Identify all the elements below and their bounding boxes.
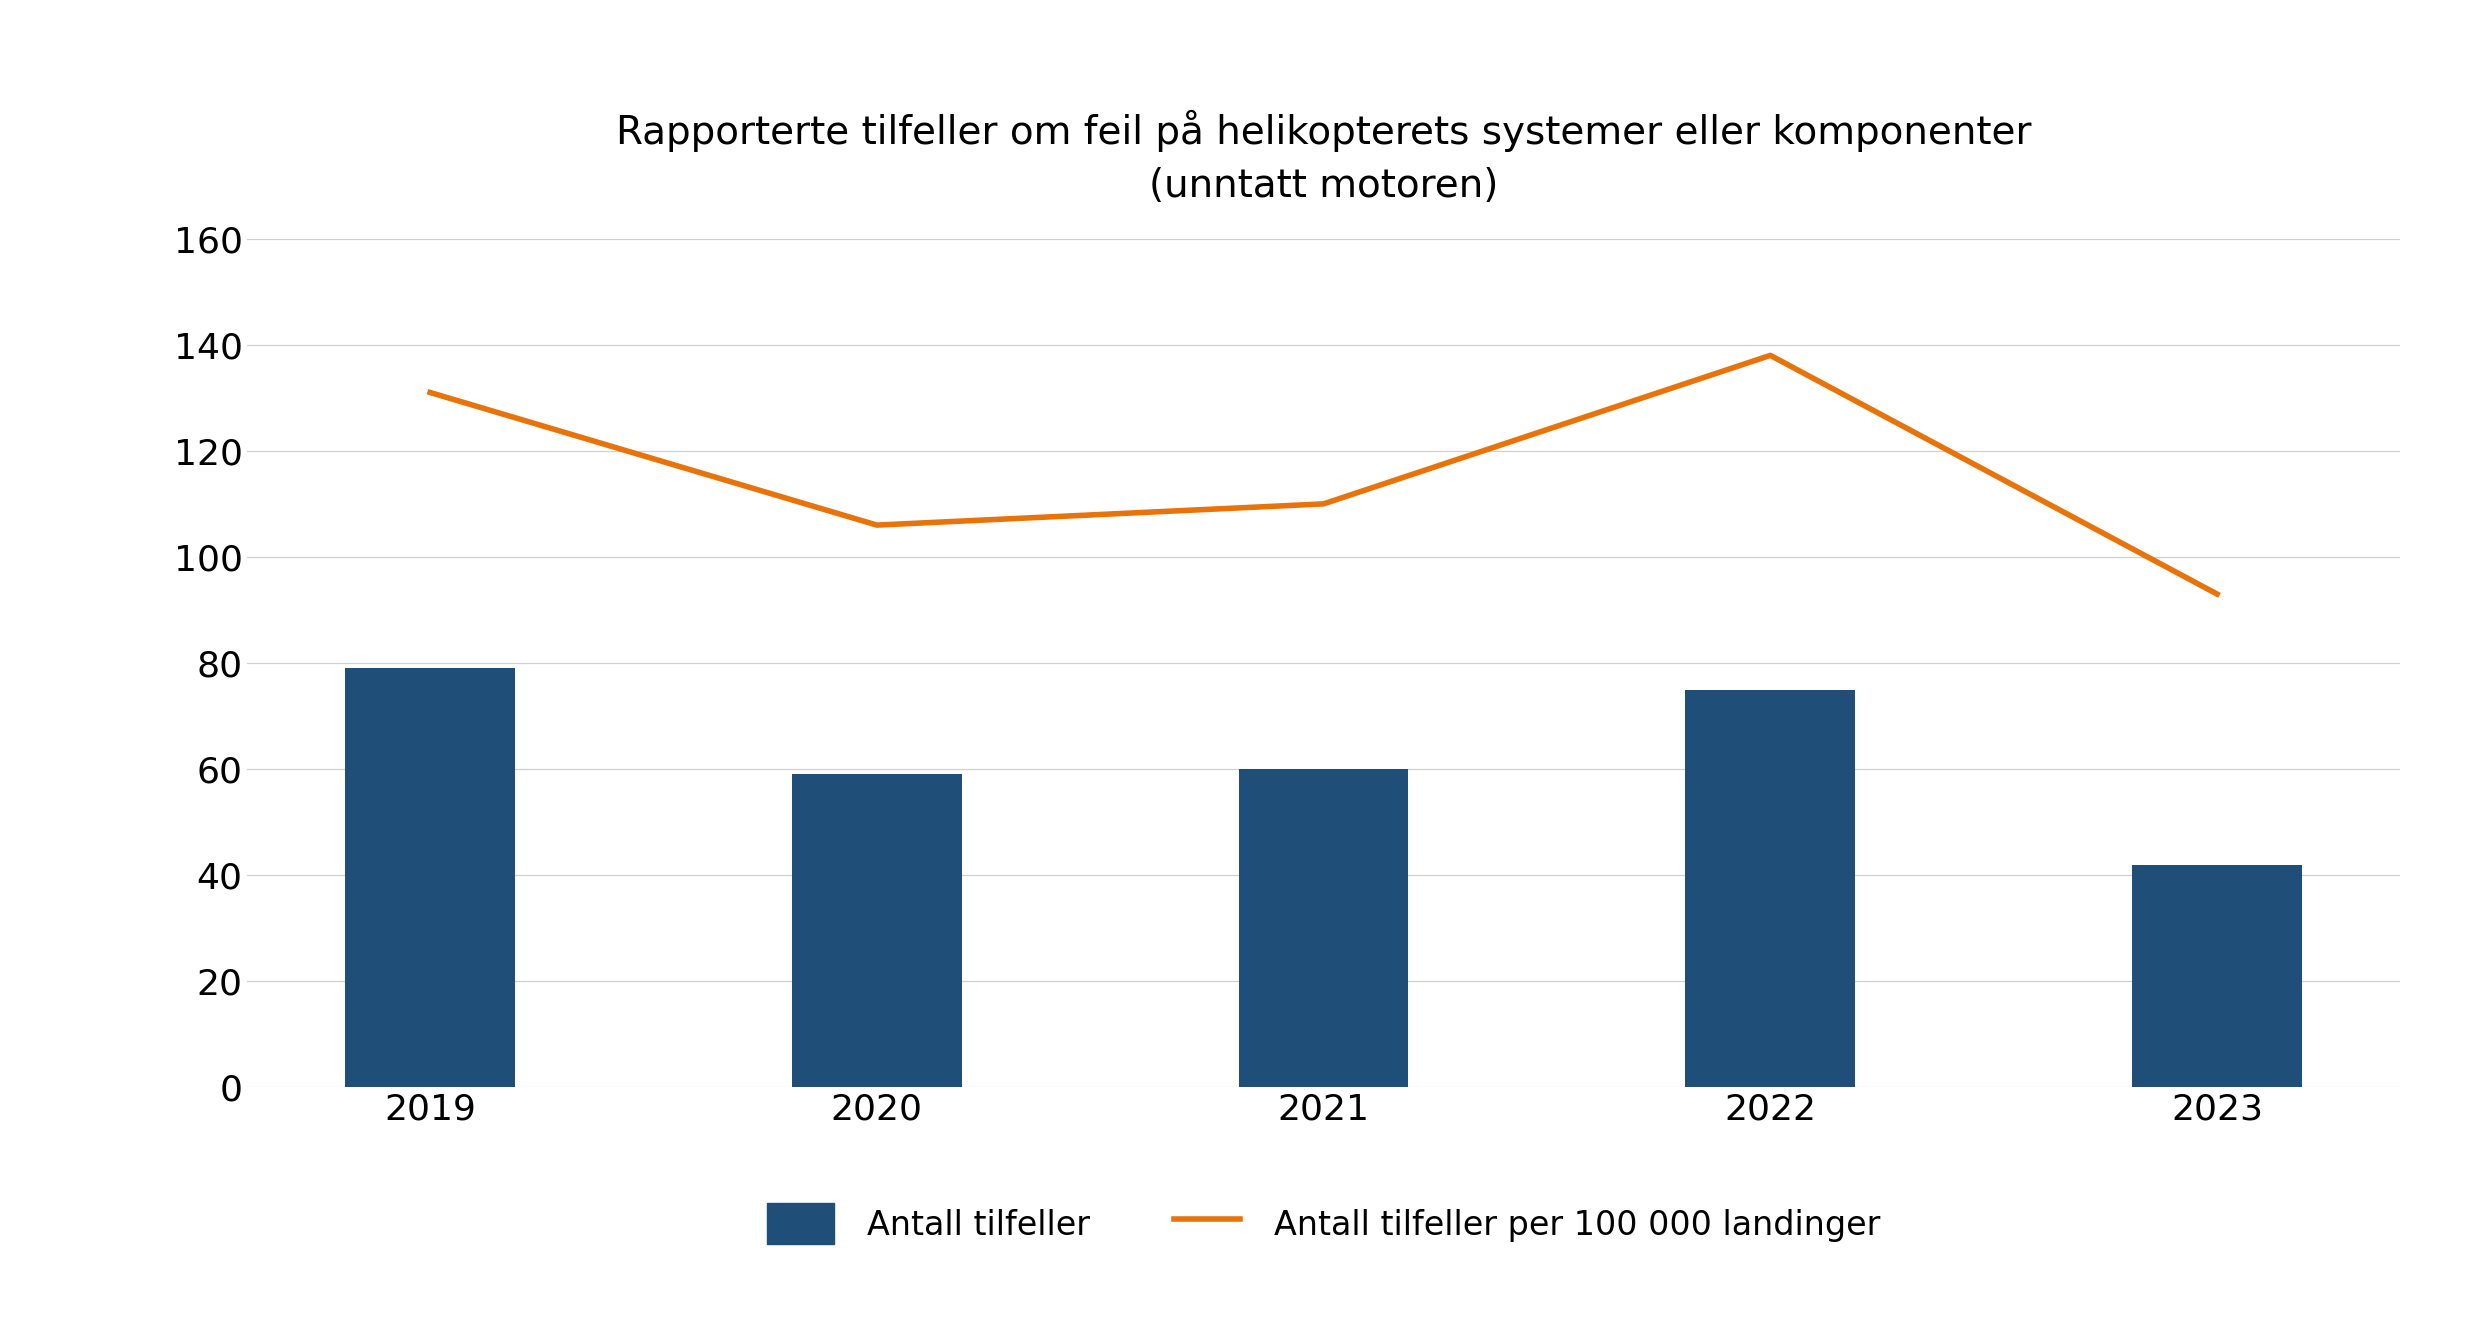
Legend: Antall tilfeller, Antall tilfeller per 100 000 landinger: Antall tilfeller, Antall tilfeller per 1… xyxy=(755,1189,1893,1257)
Bar xyxy=(1685,690,1856,1087)
Bar xyxy=(346,668,515,1087)
Bar xyxy=(792,774,962,1087)
Bar xyxy=(1239,769,1408,1087)
Bar xyxy=(2133,865,2301,1087)
Title: Rapporterte tilfeller om feil på helikopterets systemer eller komponenter
(unnta: Rapporterte tilfeller om feil på helikop… xyxy=(616,110,2031,206)
